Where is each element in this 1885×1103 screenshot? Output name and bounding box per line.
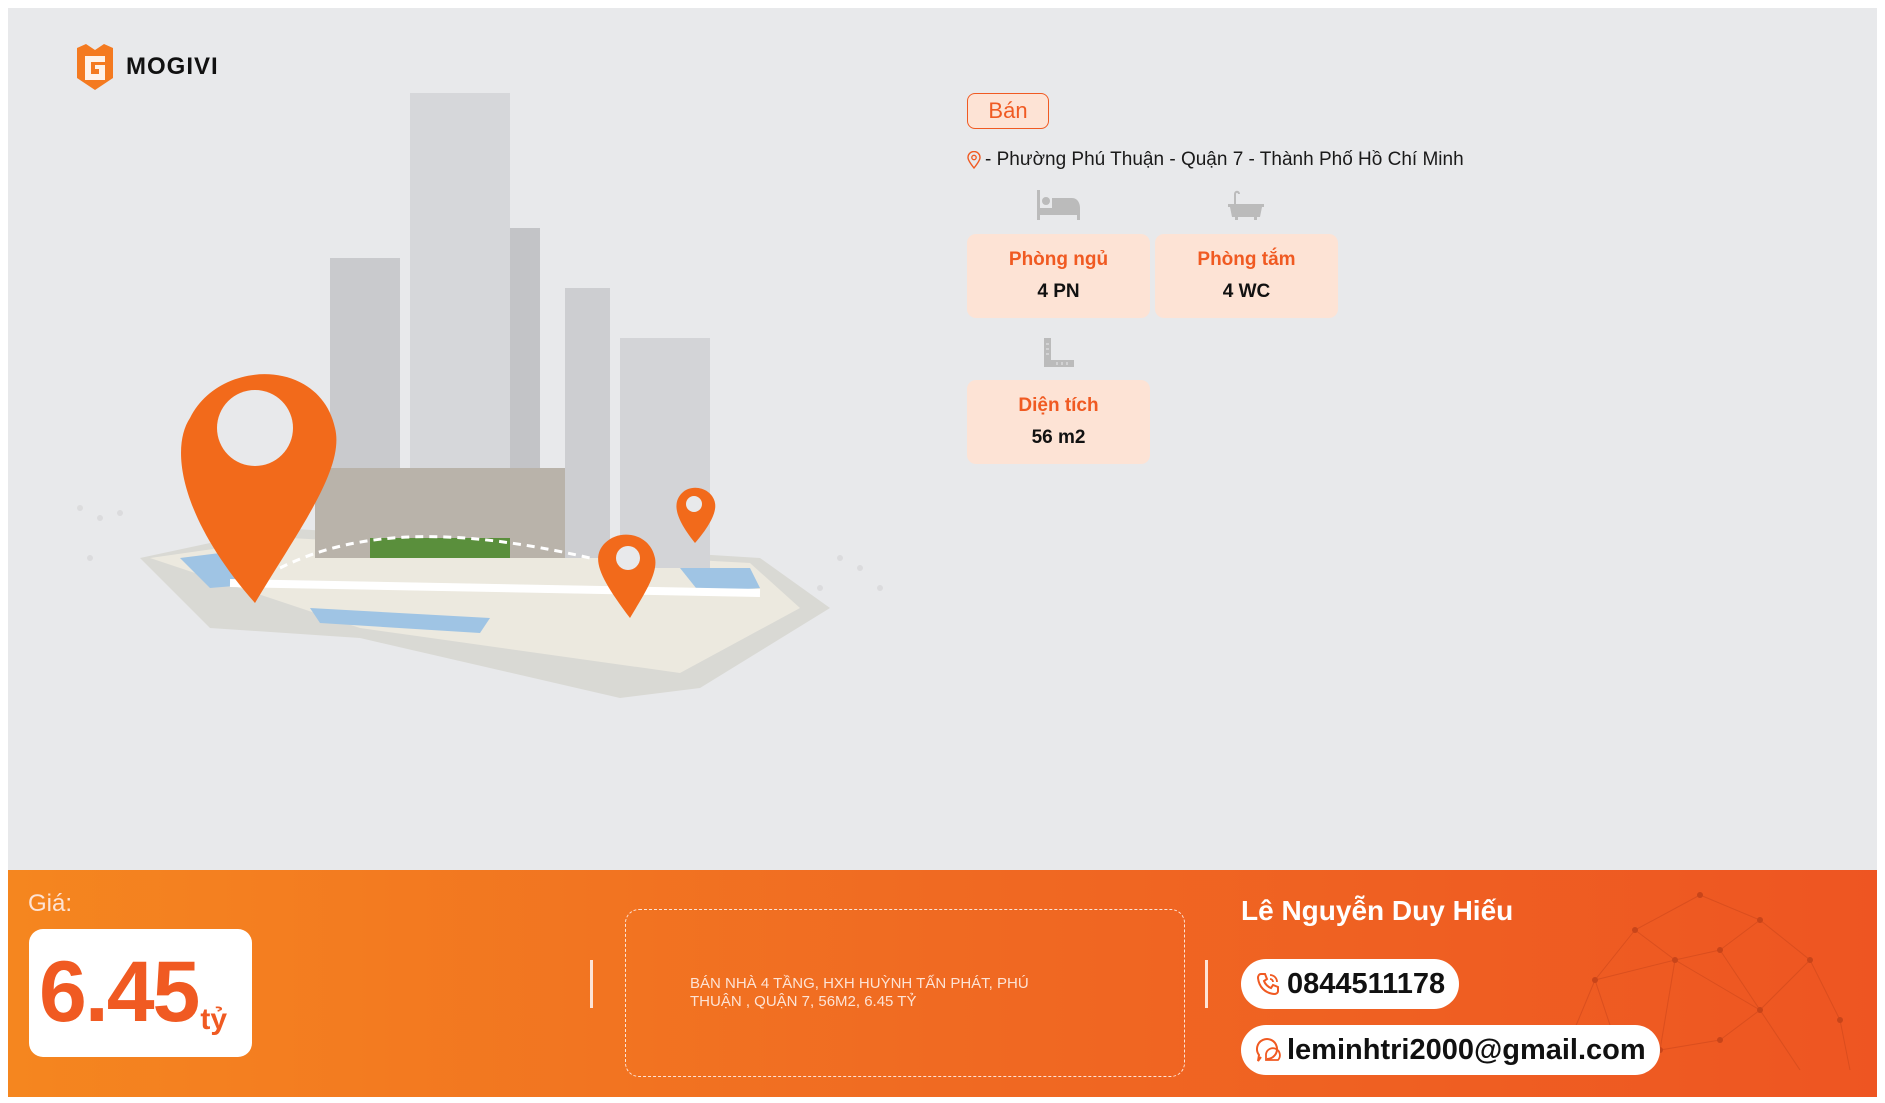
location: - Phường Phú Thuận - Quận 7 - Thành Phố …	[967, 149, 1464, 171]
location-text: - Phường Phú Thuận - Quận 7 - Thành Phố …	[985, 149, 1464, 170]
feature-label: Phòng tắm	[1197, 249, 1296, 270]
brand-wordmark: MOGIVI	[126, 53, 219, 80]
feature-label: Phòng ngủ	[1008, 249, 1109, 270]
email-address: leminhtri2000@gmail.com	[1287, 1033, 1646, 1066]
price-box: 6.45 tỷ	[29, 929, 252, 1057]
feature-value: 4 PN	[1037, 281, 1080, 302]
location-pin-icon	[967, 151, 981, 169]
phone-button[interactable]: 0844511178	[1241, 959, 1460, 1009]
city-map-illustration	[77, 93, 883, 698]
phone-number: 0844511178	[1287, 967, 1446, 1000]
description-box: BÁN NHÀ 4 TẦNG, HXH HUỲNH TẤN PHÁT, PHÚ …	[625, 909, 1185, 1077]
mogivi-logo-icon	[77, 44, 113, 90]
feature-label: Diện tích	[1018, 395, 1099, 416]
chat-icon	[1256, 1038, 1281, 1062]
phone-icon	[1256, 973, 1279, 996]
bathtub-icon	[1217, 190, 1277, 226]
agent-name: Lê Nguyễn Duy Hiếu	[1241, 895, 1514, 926]
email-button[interactable]: leminhtri2000@gmail.com	[1241, 1025, 1660, 1075]
feature-card-bedrooms: Phòng ngủ 4 PN	[967, 234, 1150, 318]
price-value: 6.45	[39, 944, 200, 1040]
description-text: BÁN NHÀ 4 TẦNG, HXH HUỲNH TẤN PHÁT, PHÚ …	[690, 975, 1029, 1010]
feature-card-bathrooms: Phòng tắm 4 WC	[1155, 234, 1338, 318]
price-label: Giá:	[28, 890, 73, 917]
price-unit: tỷ	[200, 1003, 228, 1036]
feature-value: 4 WC	[1222, 281, 1271, 302]
mogivi-logo[interactable]: MOGIVI	[74, 44, 219, 90]
ruler-icon	[1029, 338, 1089, 374]
feature-value: 56 m2	[1031, 427, 1086, 448]
feature-card-area: Diện tích 56 m2	[967, 380, 1150, 464]
divider	[1205, 960, 1208, 1008]
divider	[590, 960, 593, 1008]
bed-icon	[1029, 190, 1089, 226]
listing-type-badge: Bán	[967, 93, 1049, 129]
